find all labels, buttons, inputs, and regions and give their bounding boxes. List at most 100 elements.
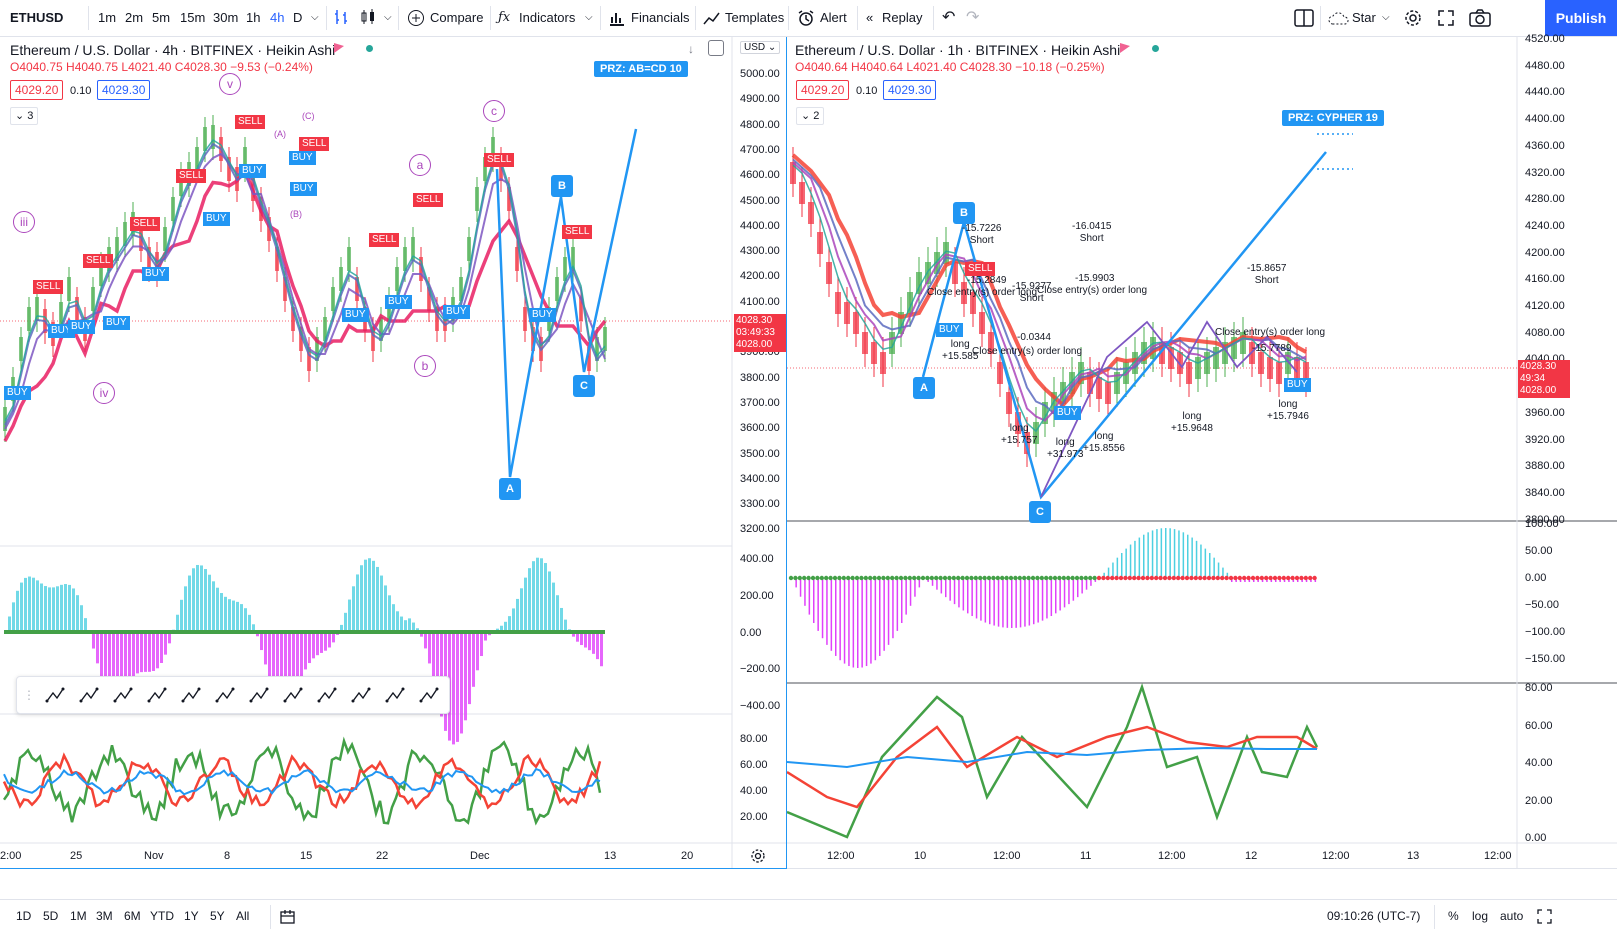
histogram-bar	[376, 566, 379, 632]
right-chart-pane[interactable]: Ethereum / U.S. Dollar · 1h · BITFINEX ·…	[787, 33, 1617, 869]
bar-chart-style-icon[interactable]	[333, 8, 351, 31]
trend-line-tool-icon[interactable]	[283, 685, 303, 705]
range-3m[interactable]: 3M	[96, 909, 113, 923]
range-5y[interactable]: 5Y	[210, 909, 225, 923]
layout-icon[interactable]	[1294, 9, 1314, 32]
range-ytd[interactable]: YTD	[150, 909, 174, 923]
scroll-down-icon[interactable]: ↓	[688, 42, 694, 56]
templates-icon[interactable]	[703, 9, 721, 32]
interval-2m[interactable]: 2m	[125, 10, 144, 25]
pattern-point-c[interactable]: C	[1029, 501, 1051, 523]
osc-tick: −50.00	[1525, 599, 1559, 611]
auto-toggle[interactable]: auto	[1500, 909, 1524, 923]
range-5d[interactable]: 5D	[43, 909, 59, 923]
chevron-down-icon[interactable]: ⌵	[311, 12, 319, 23]
interval-15m[interactable]: 15m	[180, 10, 206, 25]
wave-label-iv[interactable]: iv	[93, 382, 115, 404]
abc-pattern-tool-icon[interactable]	[79, 685, 99, 705]
replay-button[interactable]: Replay	[882, 10, 923, 25]
fullscreen-icon[interactable]	[1437, 9, 1455, 32]
horizontal-lines-tool-icon[interactable]	[45, 685, 65, 705]
left-chart-canvas[interactable]	[0, 37, 786, 868]
prz-cypher-label[interactable]: PRZ: CYPHER 19	[1282, 110, 1384, 126]
xabcd-pattern-tool-icon[interactable]	[317, 685, 337, 705]
zero-dot	[1149, 575, 1154, 581]
symbol-search[interactable]: ETHUSD	[10, 10, 64, 25]
redo-icon[interactable]: ↷	[966, 9, 980, 26]
right-indicator-toggle[interactable]: ⌄ 2	[796, 107, 825, 125]
chevron-down-icon[interactable]: ⌵	[585, 12, 593, 23]
candle-chart-style-icon[interactable]	[359, 8, 377, 31]
interval-1m[interactable]: 1m	[98, 10, 117, 25]
candle-body	[299, 327, 303, 351]
left-sell-price-box[interactable]: 4029.20	[10, 80, 64, 100]
parallel-channel-tool-icon[interactable]	[181, 685, 201, 705]
prz-abcd-label[interactable]: PRZ: AB=CD 10	[594, 61, 688, 77]
right-sell-price-box[interactable]: 4029.20	[796, 80, 850, 100]
pattern-point-a[interactable]: A	[913, 377, 935, 399]
drawing-toolbar[interactable]: ⋮	[16, 676, 450, 714]
currency-selector[interactable]: USD ⌄	[740, 41, 781, 54]
fib-circle-tool-icon[interactable]	[351, 685, 371, 705]
go-to-date-icon[interactable]	[280, 909, 296, 930]
fib-retracement-tool-icon[interactable]	[249, 685, 269, 705]
left-buy-price-box[interactable]: 4029.30	[97, 80, 151, 100]
financials-icon[interactable]	[608, 9, 626, 32]
cloud-icon[interactable]	[1328, 10, 1350, 31]
range-6m[interactable]: 6M	[124, 909, 141, 923]
pattern-point-b[interactable]: B	[953, 202, 975, 224]
rewind-icon[interactable]: «	[866, 10, 874, 25]
function-icon[interactable]: ƒx	[498, 10, 511, 25]
range-all[interactable]: All	[236, 909, 250, 923]
alarm-clock-icon[interactable]	[797, 9, 815, 32]
pattern-point-a[interactable]: A	[499, 478, 521, 500]
horizontal-ray-tool-icon[interactable]	[215, 685, 235, 705]
left-indicator-toggle[interactable]: ⌄ 3	[10, 107, 39, 125]
long-position-tool-icon[interactable]	[385, 685, 405, 705]
compare-plus-icon[interactable]	[407, 9, 425, 32]
range-1y[interactable]: 1Y	[184, 909, 199, 923]
elliott-wave-tool-icon[interactable]	[113, 685, 133, 705]
indicators-button[interactable]: Indicators	[519, 10, 576, 25]
gear-icon[interactable]	[750, 848, 766, 869]
left-chart-pane[interactable]: Ethereum / U.S. Dollar · 4h · BITFINEX ·…	[0, 37, 787, 869]
interval-1h[interactable]: 1h	[246, 10, 261, 25]
maximize-icon[interactable]	[708, 40, 724, 56]
range-1d[interactable]: 1D	[16, 909, 32, 923]
wave-label-iii[interactable]: iii	[13, 211, 35, 233]
fullscreen-icon[interactable]	[1537, 909, 1552, 929]
log-toggle[interactable]: log	[1472, 909, 1489, 923]
percent-toggle[interactable]: %	[1448, 909, 1459, 923]
publish-button[interactable]: Publish	[1545, 0, 1617, 36]
timezone-clock[interactable]: 09:10:26 (UTC-7)	[1327, 909, 1421, 923]
alert-button[interactable]: Alert	[820, 10, 847, 25]
interval-5m[interactable]: 5m	[152, 10, 171, 25]
pattern-point-b[interactable]: B	[551, 175, 573, 197]
undo-icon[interactable]: ↶	[942, 9, 956, 26]
range-1m[interactable]: 1M	[70, 909, 87, 923]
gear-icon[interactable]	[1403, 8, 1423, 33]
camera-icon[interactable]	[1469, 9, 1491, 32]
wave-label-c[interactable]: c	[483, 100, 505, 122]
chevron-down-icon[interactable]: ⌵	[384, 12, 392, 23]
short-position-tool-icon[interactable]	[419, 685, 439, 705]
templates-button[interactable]: Templates	[725, 10, 785, 25]
drag-handle-icon[interactable]: ⋮	[23, 688, 35, 702]
pattern-point-c[interactable]: C	[573, 375, 595, 397]
wave-label-b[interactable]: b	[414, 355, 436, 377]
flag-icon[interactable]	[334, 43, 344, 53]
interval-30m[interactable]: 30m	[213, 10, 239, 25]
right-chart-canvas[interactable]	[787, 37, 1617, 868]
right-buy-price-box[interactable]: 4029.30	[883, 80, 937, 100]
wave-label-v[interactable]: v	[219, 73, 241, 95]
interval-1d[interactable]: D	[293, 10, 303, 25]
layout-name-star[interactable]: Star	[1352, 10, 1376, 25]
financials-button[interactable]: Financials	[631, 10, 690, 25]
wave-label-C: (C)	[302, 111, 315, 121]
wave-label-a[interactable]: a	[409, 154, 431, 176]
chevron-down-icon[interactable]: ⌵	[1382, 12, 1390, 23]
interval-4h[interactable]: 4h	[270, 10, 285, 25]
polyline-tool-icon[interactable]	[147, 685, 167, 705]
compare-button[interactable]: Compare	[430, 10, 484, 25]
flag-icon[interactable]	[1120, 43, 1130, 53]
